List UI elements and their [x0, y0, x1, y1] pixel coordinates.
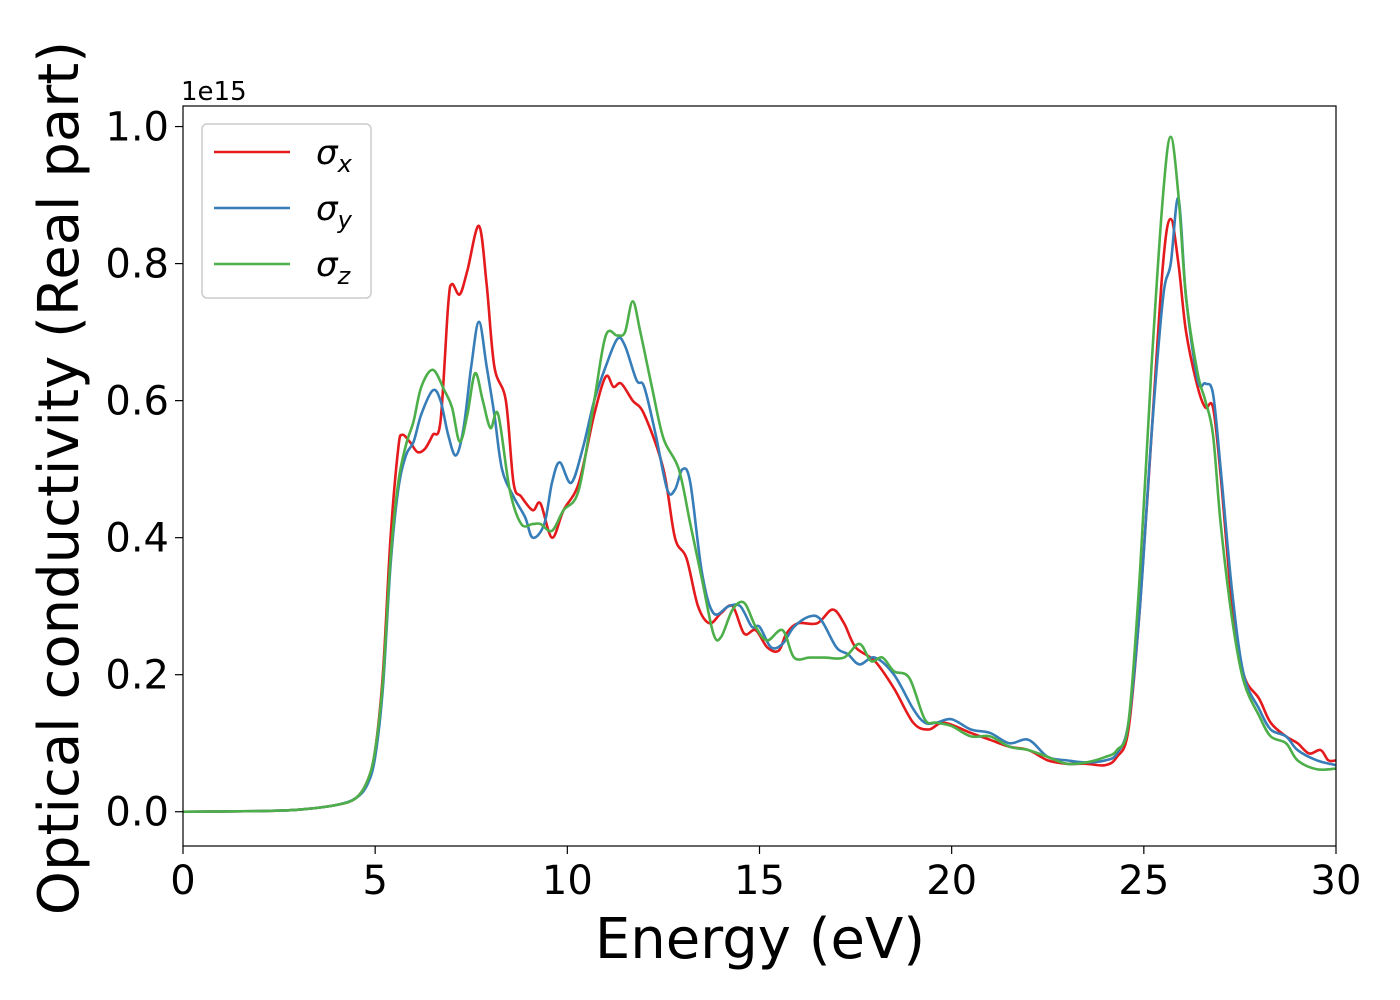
x-tick-label: 10 [542, 858, 593, 904]
x-tick-label: 20 [926, 858, 977, 904]
y-tick-label: 0.6 [105, 379, 169, 425]
legend-label: σz [316, 245, 352, 290]
y-tick-label: 0.8 [105, 242, 169, 288]
y-tick-label: 0.4 [105, 516, 169, 562]
series-line-z [182, 135, 1337, 814]
series-line-y [182, 197, 1337, 814]
y-tick-label: 0.2 [105, 653, 169, 699]
y-axis: 0.0 0.2 0.4 0.6 0.8 1.0 [105, 105, 183, 836]
x-tick-label: 30 [1311, 858, 1362, 904]
x-axis-label: Energy (eV) [595, 907, 925, 972]
legend-label: σx [316, 133, 353, 178]
x-tick-label: 5 [362, 858, 387, 904]
legend-box [201, 123, 372, 299]
y-tick-label: 1.0 [105, 105, 169, 151]
legend-label-sub: x [337, 150, 353, 178]
legend-label-main: σ [316, 189, 339, 229]
y-axis-label: Optical conductivity (Real part) [27, 41, 92, 915]
legend-label-sub: z [337, 262, 352, 290]
legend-label-main: σ [316, 133, 339, 173]
x-tick-label: 25 [1118, 858, 1169, 904]
y-offset-label: 1e15 [181, 77, 247, 107]
legend-label-sub: y [337, 206, 353, 234]
series-line-x [182, 217, 1337, 814]
legend-label: σy [316, 189, 353, 234]
legend-label-main: σ [316, 245, 339, 285]
x-tick-label: 15 [734, 858, 785, 904]
x-tick-label: 0 [170, 858, 195, 904]
x-axis: 0 5 10 15 20 25 30 [170, 846, 1361, 904]
y-tick-label: 0.0 [105, 790, 169, 836]
plot-lines [182, 135, 1337, 814]
